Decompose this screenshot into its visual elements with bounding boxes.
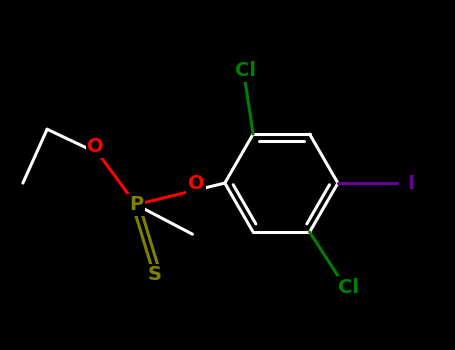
Text: I: I xyxy=(407,174,414,192)
Text: O: O xyxy=(87,138,104,156)
Text: Cl: Cl xyxy=(339,278,359,297)
Text: O: O xyxy=(188,174,204,193)
Text: S: S xyxy=(148,265,162,284)
Text: Cl: Cl xyxy=(234,61,256,80)
Text: P: P xyxy=(129,195,143,214)
